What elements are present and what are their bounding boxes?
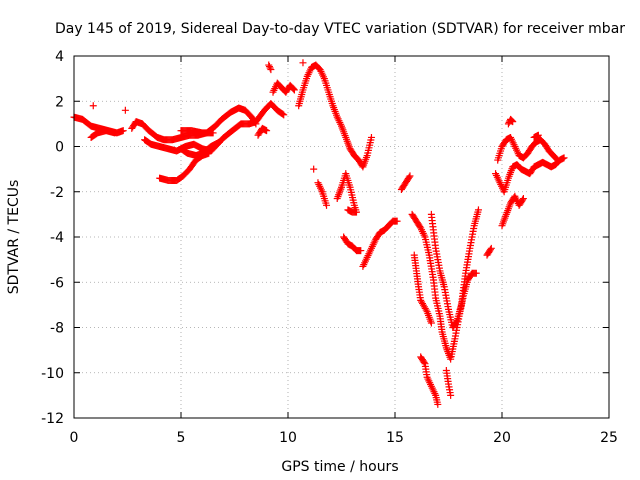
- data-point: [405, 173, 413, 181]
- data-point: [486, 246, 494, 254]
- data-point: [416, 223, 424, 231]
- y-tick-label: -2: [50, 185, 64, 201]
- data-point: [357, 247, 365, 255]
- data-point: [504, 120, 512, 128]
- data-point: [434, 400, 442, 408]
- data-point: [422, 306, 430, 314]
- data-point: [447, 391, 455, 399]
- data-points: [70, 59, 568, 408]
- data-point: [323, 201, 331, 209]
- grid: [74, 56, 609, 418]
- y-tick-label: -6: [50, 275, 64, 291]
- data-point: [474, 206, 482, 214]
- data-point: [487, 244, 495, 252]
- data-point: [519, 195, 527, 203]
- x-tick-label: 10: [279, 430, 297, 446]
- data-point: [519, 196, 527, 204]
- data-point: [427, 319, 435, 327]
- data-point: [263, 127, 271, 135]
- data-point: [560, 154, 568, 162]
- data-point: [507, 116, 515, 124]
- x-tick-label: 5: [177, 430, 186, 446]
- data-point: [554, 156, 562, 164]
- data-point: [290, 85, 298, 93]
- data-point: [265, 61, 273, 69]
- data-point: [216, 138, 224, 146]
- data-point: [472, 269, 480, 277]
- y-tick-label: -12: [41, 411, 64, 427]
- x-tick-label: 0: [70, 430, 79, 446]
- data-point: [344, 206, 352, 214]
- data-point: [299, 59, 307, 67]
- y-tick-label: 2: [55, 94, 64, 110]
- data-point: [280, 111, 288, 119]
- data-point: [290, 86, 298, 94]
- y-axis-ticks: 4 2 0 -2 -4 -6 -8 -10 -12: [41, 49, 609, 427]
- data-point: [89, 102, 97, 110]
- x-tick-label: 15: [386, 430, 404, 446]
- y-tick-label: -10: [41, 366, 64, 382]
- data-point: [265, 63, 273, 71]
- y-tick-label: -8: [50, 321, 64, 337]
- chart-title: Day 145 of 2019, Sidereal Day-to-day VTE…: [55, 21, 625, 37]
- y-tick-label: 4: [55, 49, 64, 65]
- x-axis-label: GPS time / hours: [281, 459, 398, 475]
- data-point: [266, 64, 274, 72]
- y-axis-label: SDTVAR / TECUs: [6, 180, 22, 295]
- data-point: [119, 127, 127, 135]
- data-point: [209, 129, 217, 137]
- data-point: [310, 165, 318, 173]
- data-point: [279, 110, 287, 118]
- data-point: [121, 106, 129, 114]
- data-point: [367, 133, 375, 141]
- y-tick-label: -4: [50, 230, 64, 246]
- data-point: [267, 66, 275, 74]
- x-tick-label: 20: [493, 430, 511, 446]
- y-tick-label: 0: [55, 140, 64, 156]
- data-point: [452, 318, 460, 326]
- data-point: [508, 117, 516, 125]
- data-point: [205, 149, 213, 157]
- data-point: [111, 129, 119, 137]
- x-tick-label: 25: [600, 430, 618, 446]
- data-point: [553, 155, 561, 163]
- data-point: [534, 131, 542, 139]
- data-point: [420, 358, 428, 366]
- data-point: [509, 118, 517, 126]
- data-point: [406, 172, 414, 180]
- x-axis-ticks: 0 5 10 15 20 25: [70, 56, 618, 446]
- data-point: [393, 217, 401, 225]
